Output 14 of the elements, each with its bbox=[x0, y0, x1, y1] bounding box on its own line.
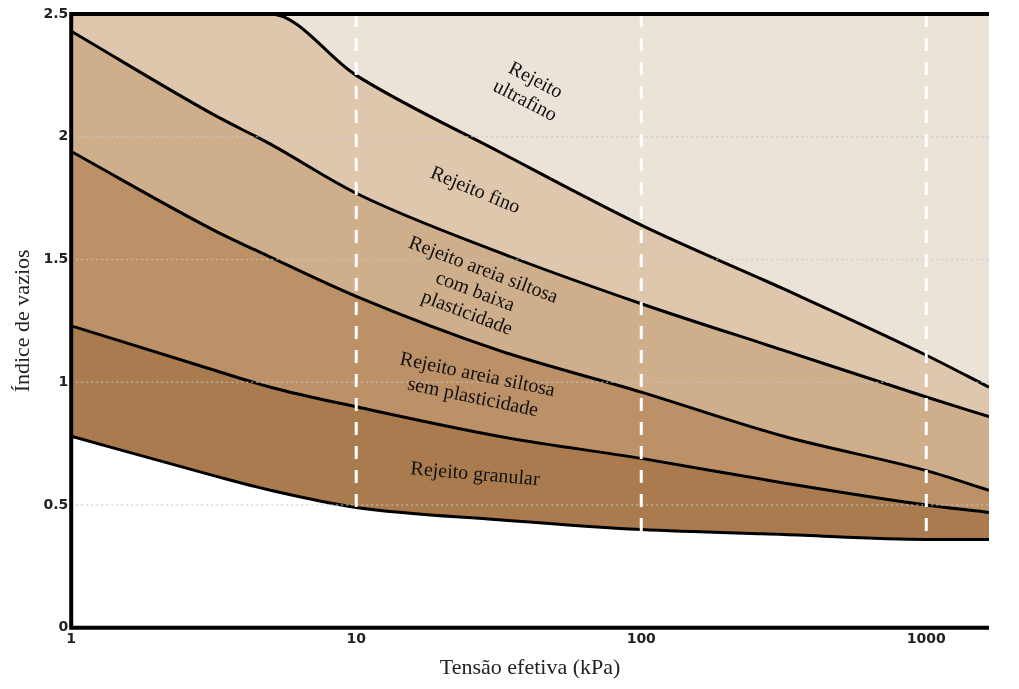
y-axis-title: Índice de vazios bbox=[8, 249, 34, 393]
x-tick-label: 10 bbox=[346, 629, 367, 646]
series-label: Rejeito fino bbox=[427, 160, 524, 219]
series-label: Rejeito granular bbox=[409, 456, 541, 491]
x-tick-label: 100 bbox=[626, 629, 657, 646]
y-tick-label: 2 bbox=[58, 127, 69, 144]
x-axis-title: Tensão efetiva (kPa) bbox=[439, 653, 621, 679]
y-tick-label: 2.5 bbox=[43, 4, 69, 21]
x-tick-label: 1000 bbox=[906, 629, 946, 646]
y-tick-label: 0 bbox=[58, 618, 69, 635]
y-tick-label: 0.5 bbox=[43, 495, 69, 512]
y-tick-label: 1.5 bbox=[43, 250, 69, 267]
y-tick-label: 1 bbox=[58, 372, 69, 389]
series-label: Rejeito areia siltosa sem plasticidade bbox=[398, 346, 558, 422]
